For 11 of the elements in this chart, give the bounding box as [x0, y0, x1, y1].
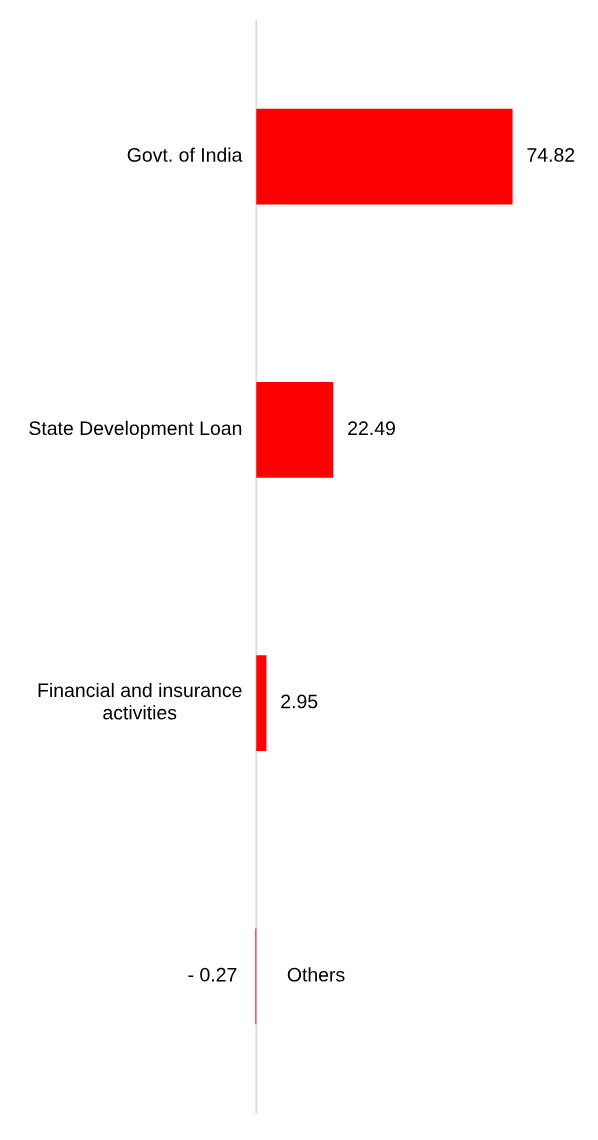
data-label: - 0.27: [188, 967, 237, 982]
bar: [256, 655, 267, 751]
data-label: 2.95: [281, 694, 318, 709]
y-tick-label: Govt. of India: [127, 147, 243, 162]
y-tick-label: State Development Loan: [29, 420, 242, 439]
y-tick-label: Others: [287, 967, 345, 982]
data-label: 74.82: [527, 148, 575, 162]
bar: [256, 108, 513, 205]
data-label: 22.49: [348, 421, 395, 436]
y-tick-label: Financial and insurance activities: [38, 682, 242, 720]
bar: [256, 382, 334, 478]
